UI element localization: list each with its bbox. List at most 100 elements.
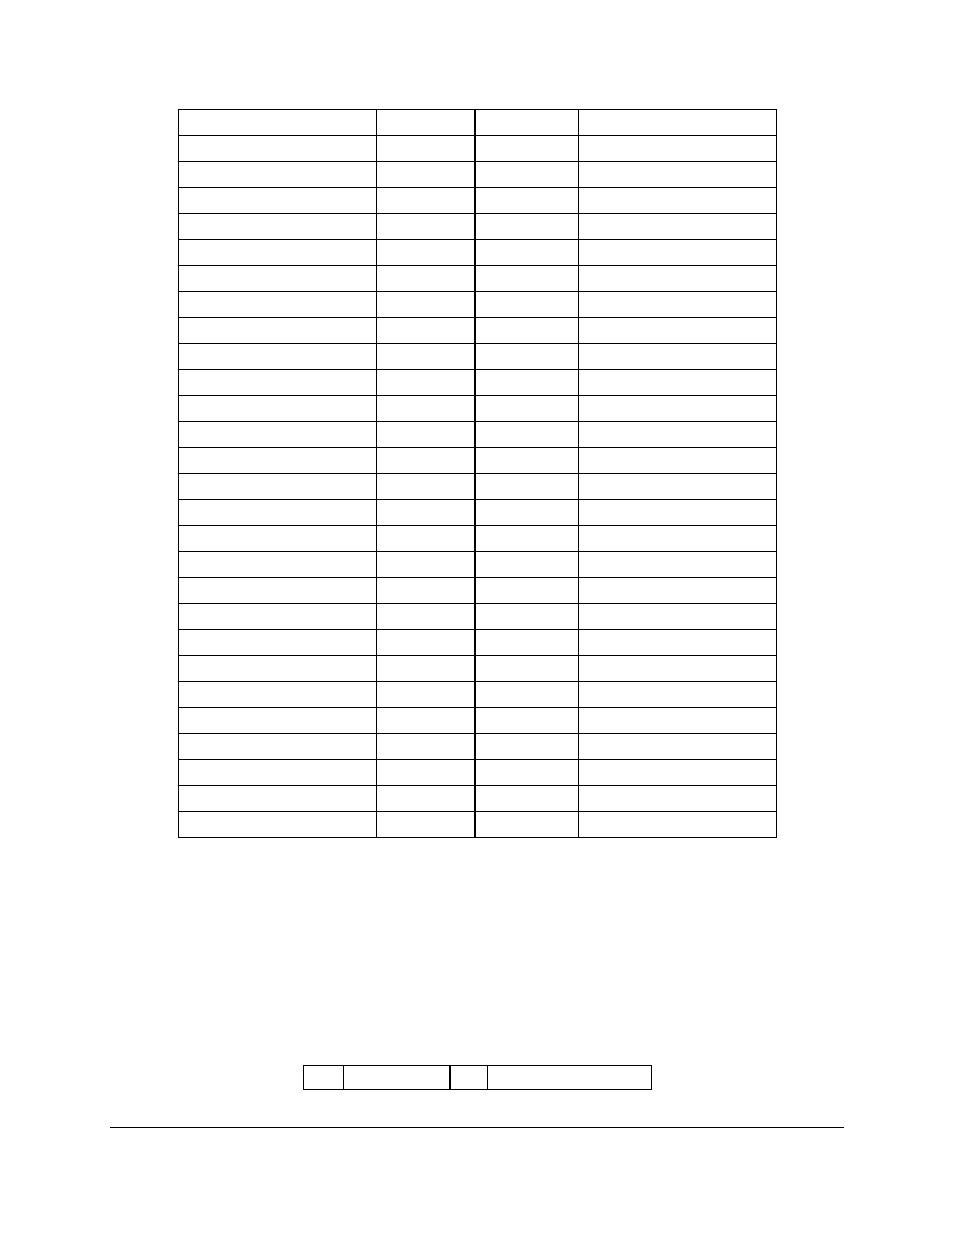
table-row	[179, 318, 777, 344]
table-cell	[475, 630, 579, 656]
table-row	[304, 1066, 652, 1090]
table-cell	[377, 526, 475, 552]
table-row	[179, 552, 777, 578]
table-cell	[377, 448, 475, 474]
table-cell	[377, 188, 475, 214]
table-row	[179, 292, 777, 318]
table-cell	[579, 656, 777, 682]
table-cell	[579, 266, 777, 292]
table-cell	[377, 292, 475, 318]
table-cell	[179, 786, 377, 812]
table-cell	[475, 474, 579, 500]
table-cell	[179, 318, 377, 344]
table-cell	[179, 448, 377, 474]
table-cell	[377, 214, 475, 240]
table-cell	[579, 110, 777, 136]
table-cell	[179, 110, 377, 136]
table-row	[179, 656, 777, 682]
table-cell	[475, 448, 579, 474]
table-row	[179, 734, 777, 760]
table-row	[179, 162, 777, 188]
table-cell	[475, 578, 579, 604]
table-cell	[475, 422, 579, 448]
table-cell	[377, 240, 475, 266]
table-row	[179, 578, 777, 604]
table-cell	[179, 370, 377, 396]
table-row	[179, 630, 777, 656]
small-table-body	[304, 1066, 652, 1090]
table-cell	[179, 604, 377, 630]
table-row	[179, 474, 777, 500]
table-cell	[377, 318, 475, 344]
table-cell	[377, 136, 475, 162]
table-row	[179, 214, 777, 240]
table-cell	[475, 526, 579, 552]
table-row	[179, 396, 777, 422]
main-data-table	[178, 109, 777, 838]
table-row	[179, 786, 777, 812]
table-cell	[579, 526, 777, 552]
table-cell	[377, 500, 475, 526]
table-cell	[377, 110, 475, 136]
table-cell	[377, 734, 475, 760]
table-cell	[579, 708, 777, 734]
table-cell	[377, 708, 475, 734]
table-cell	[179, 214, 377, 240]
table-cell	[475, 604, 579, 630]
table-cell	[377, 370, 475, 396]
table-cell	[179, 578, 377, 604]
table-row	[179, 188, 777, 214]
table-cell	[475, 682, 579, 708]
table-cell	[579, 734, 777, 760]
table-cell	[179, 162, 377, 188]
table-cell	[377, 604, 475, 630]
table-cell	[179, 396, 377, 422]
table-cell	[475, 214, 579, 240]
table-cell	[475, 812, 579, 838]
table-row	[179, 136, 777, 162]
table-cell	[179, 656, 377, 682]
table-cell	[179, 682, 377, 708]
table-cell	[377, 344, 475, 370]
table-cell	[579, 214, 777, 240]
table-cell	[377, 552, 475, 578]
table-cell	[475, 136, 579, 162]
table-cell	[475, 708, 579, 734]
table-row	[179, 708, 777, 734]
table-cell	[475, 552, 579, 578]
table-cell	[179, 526, 377, 552]
footer-rule	[110, 1127, 844, 1128]
table-cell	[579, 188, 777, 214]
main-table-body	[179, 110, 777, 838]
table-cell	[475, 344, 579, 370]
table-cell	[579, 344, 777, 370]
table-cell	[475, 318, 579, 344]
table-cell	[475, 370, 579, 396]
table-cell	[475, 760, 579, 786]
table-cell	[377, 812, 475, 838]
table-row	[179, 110, 777, 136]
table-cell	[475, 786, 579, 812]
table-cell	[179, 474, 377, 500]
table-row	[179, 500, 777, 526]
table-cell	[579, 474, 777, 500]
table-cell	[304, 1066, 344, 1090]
table-cell	[579, 552, 777, 578]
table-cell	[377, 474, 475, 500]
table-cell	[579, 760, 777, 786]
table-cell	[475, 656, 579, 682]
table-row	[179, 370, 777, 396]
table-cell	[179, 708, 377, 734]
table-cell	[377, 266, 475, 292]
table-row	[179, 526, 777, 552]
table-cell	[179, 500, 377, 526]
table-cell	[377, 396, 475, 422]
table-cell	[475, 266, 579, 292]
table-cell	[579, 578, 777, 604]
table-cell	[475, 734, 579, 760]
table-cell	[579, 786, 777, 812]
page	[0, 0, 954, 1235]
table-row	[179, 240, 777, 266]
table-cell	[579, 162, 777, 188]
table-cell	[475, 500, 579, 526]
